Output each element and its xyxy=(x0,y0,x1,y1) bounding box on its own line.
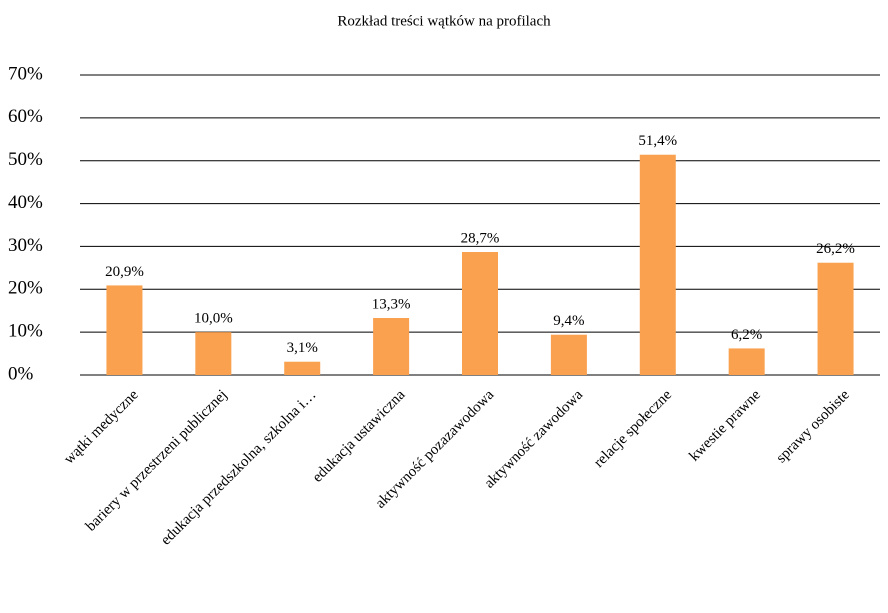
bar xyxy=(195,332,232,375)
chart-title: Rozkład treści wątków na profilach xyxy=(337,13,551,29)
bar xyxy=(106,285,143,375)
bar xyxy=(284,361,321,375)
x-tick-label: sprawy osobiste xyxy=(773,387,853,467)
bar xyxy=(462,252,498,375)
x-tick-label: aktywność zawodowa xyxy=(481,387,586,492)
bar xyxy=(550,334,587,375)
y-tick-label: 30% xyxy=(8,235,43,256)
x-tick-label: wątki medyczne xyxy=(61,387,142,468)
value-label: 10,0% xyxy=(194,311,233,327)
x-tick-label: bariery w przestrzeni publicznej xyxy=(83,387,231,535)
y-tick-label: 60% xyxy=(8,106,43,127)
x-tick-label: relacje społeczne xyxy=(591,387,675,471)
value-label: 9,4% xyxy=(553,313,584,329)
value-label: 28,7% xyxy=(461,230,500,246)
bar xyxy=(728,348,765,375)
x-tick-label: edukacja ustawiczna xyxy=(310,387,409,486)
bar xyxy=(639,154,676,375)
value-label: 13,3% xyxy=(372,296,411,312)
x-tick-label: kwestie prawne xyxy=(686,387,764,465)
y-tick-label: 70% xyxy=(8,63,43,84)
y-tick-label: 10% xyxy=(8,321,43,342)
value-label: 20,9% xyxy=(105,264,144,280)
x-tick-label: edukacja przedszkolna, szkolna i… xyxy=(158,387,320,549)
value-label: 6,2% xyxy=(731,327,762,343)
bar xyxy=(373,318,410,375)
y-tick-label: 50% xyxy=(8,149,43,170)
value-label: 3,1% xyxy=(287,340,318,356)
value-label: 26,2% xyxy=(816,241,855,257)
y-tick-label: 40% xyxy=(8,192,43,213)
y-tick-label: 20% xyxy=(8,278,43,299)
value-label: 51,4% xyxy=(638,133,677,149)
bar xyxy=(817,262,854,375)
y-tick-label: 0% xyxy=(8,363,34,384)
